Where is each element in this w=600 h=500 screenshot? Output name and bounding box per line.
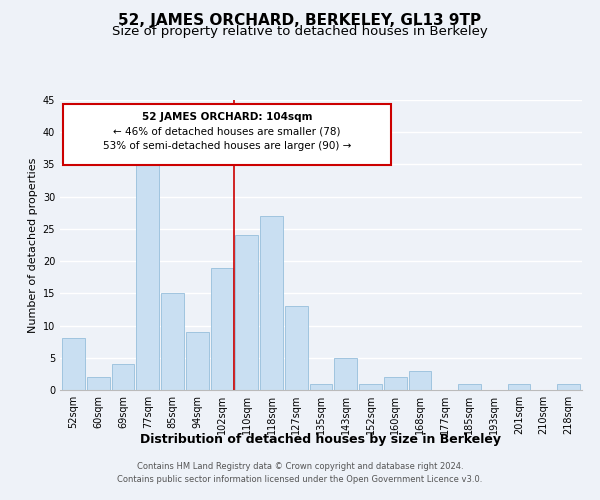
Bar [260,216,283,390]
Bar [310,384,332,390]
Bar [384,377,407,390]
Bar [186,332,209,390]
Bar [334,358,357,390]
Text: Contains HM Land Registry data © Crown copyright and database right 2024.: Contains HM Land Registry data © Crown c… [137,462,463,471]
Bar [136,164,159,390]
Text: 52 JAMES ORCHARD: 104sqm: 52 JAMES ORCHARD: 104sqm [142,112,312,122]
Bar [285,306,308,390]
Bar [359,384,382,390]
Bar [235,236,258,390]
Bar [211,268,233,390]
Bar [112,364,134,390]
Text: Contains public sector information licensed under the Open Government Licence v3: Contains public sector information licen… [118,475,482,484]
Text: 52, JAMES ORCHARD, BERKELEY, GL13 9TP: 52, JAMES ORCHARD, BERKELEY, GL13 9TP [118,12,482,28]
Bar [62,338,85,390]
FancyBboxPatch shape [62,104,391,165]
Y-axis label: Number of detached properties: Number of detached properties [28,158,38,332]
Bar [87,377,110,390]
Bar [409,370,431,390]
Text: ← 46% of detached houses are smaller (78): ← 46% of detached houses are smaller (78… [113,126,341,136]
Text: 53% of semi-detached houses are larger (90) →: 53% of semi-detached houses are larger (… [103,140,351,150]
Text: Size of property relative to detached houses in Berkeley: Size of property relative to detached ho… [112,25,488,38]
Bar [458,384,481,390]
Bar [508,384,530,390]
Text: Distribution of detached houses by size in Berkeley: Distribution of detached houses by size … [140,432,502,446]
Bar [161,294,184,390]
Bar [557,384,580,390]
